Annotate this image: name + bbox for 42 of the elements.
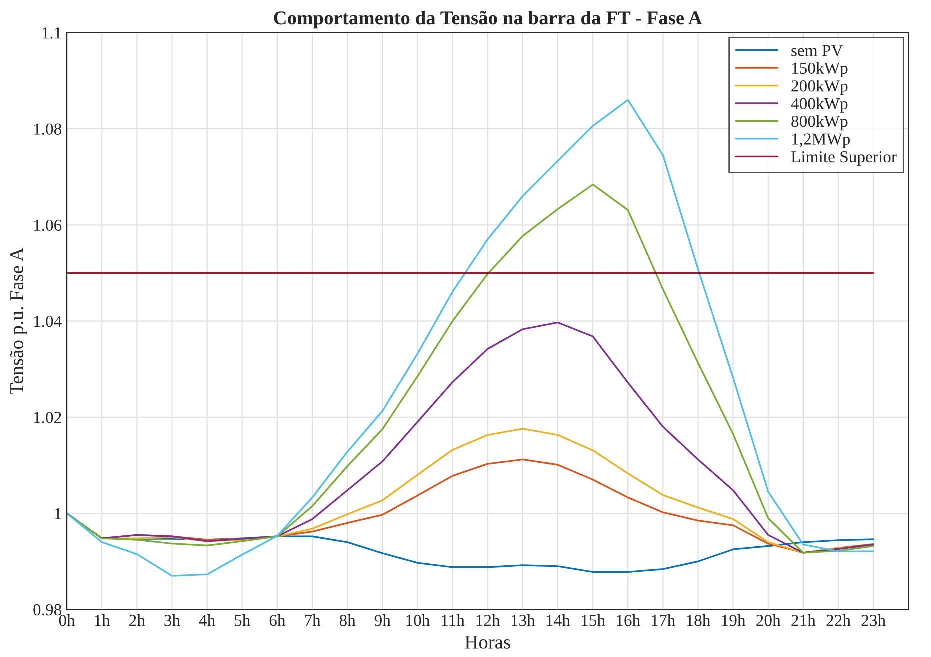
y-tick-label: 1 xyxy=(55,508,62,520)
y-tick-label: 1.02 xyxy=(34,412,62,424)
legend-label: Limite Superior xyxy=(791,151,897,166)
x-tick-label: 12h xyxy=(476,614,500,626)
x-tick-label: 17h xyxy=(652,614,676,626)
x-tick-label: 21h xyxy=(792,614,816,626)
x-tick-label: 23h xyxy=(862,614,886,626)
legend-label: 1,2MWp xyxy=(792,134,850,148)
x-tick-label: 4h xyxy=(199,614,216,626)
x-tick-label: 19h xyxy=(722,614,746,626)
y-tick-label: 1.04 xyxy=(34,316,62,328)
x-tick-label: 0h xyxy=(59,614,76,626)
legend-label: sem PV xyxy=(792,45,844,56)
y-tick-label: 1.1 xyxy=(42,28,62,39)
y-tick-label: 0.98 xyxy=(34,604,62,616)
x-tick-label: 5h xyxy=(235,614,250,626)
x-tick-label: 11h xyxy=(442,614,465,626)
y-tick-label: 1.06 xyxy=(34,220,62,232)
line-series xyxy=(67,184,874,554)
x-tick-label: 1h xyxy=(95,614,110,626)
legend-label: 200kWp xyxy=(792,80,848,96)
legend-label: 800kWp xyxy=(792,115,848,131)
x-tick-label: 18h xyxy=(687,614,711,626)
x-tick-label: 3h xyxy=(164,614,180,626)
x-tick-label: 16h xyxy=(617,614,640,626)
chart-title: Comportamento da Tensão na barra da FT - Fase A xyxy=(274,10,702,29)
x-tick-label: 22h xyxy=(826,614,851,626)
x-tick-label: 15h xyxy=(582,614,606,626)
x-tick-label: 9h xyxy=(374,614,391,626)
x-tick-label: 13h xyxy=(512,614,536,626)
y-axis-title: Tensão p.u. Fase A xyxy=(10,248,28,394)
x-axis-title: Horas xyxy=(465,636,510,649)
x-tick-label: 6h xyxy=(270,614,286,626)
x-tick-label: 14h xyxy=(546,614,570,626)
x-tick-label: 8h xyxy=(340,614,356,626)
x-tick-label: 10h xyxy=(406,614,430,626)
x-tick-label: 2h xyxy=(130,614,146,626)
y-tick-label: 1.08 xyxy=(34,124,62,136)
x-tick-label: 20h xyxy=(756,614,781,626)
legend-label: 150kWp xyxy=(792,62,848,78)
x-tick-label: 7h xyxy=(305,614,321,626)
legend-label: 400kWp xyxy=(791,98,848,113)
